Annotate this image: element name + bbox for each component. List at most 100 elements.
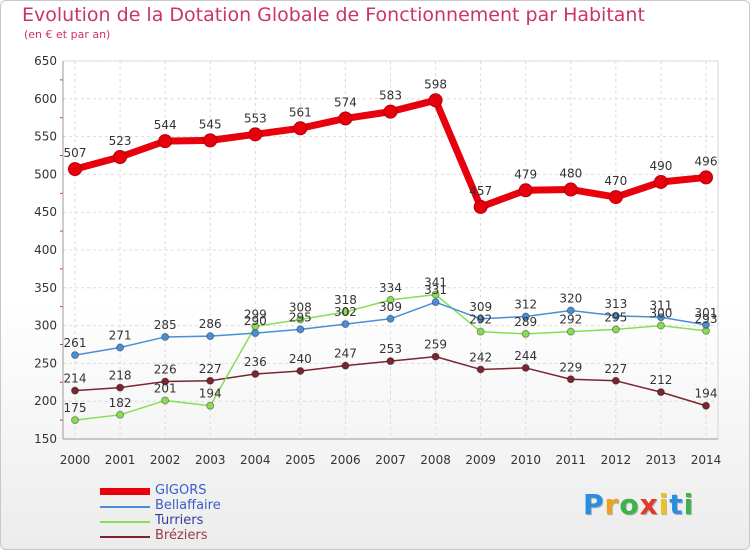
y-tick-label: 550 bbox=[34, 130, 57, 144]
data-point-gigors bbox=[563, 182, 578, 197]
data-label-brziers: 244 bbox=[514, 349, 537, 363]
y-tick-label: 150 bbox=[34, 432, 57, 446]
axes-layer: 150 200 250 300 350 400 450 500 550 600 650 2000 200… bbox=[34, 54, 721, 467]
data-point-bellaffaire bbox=[251, 329, 260, 338]
data-labels-layer: 214 218 226 227 236 240 247 253 259 242 244 229 227 2… bbox=[64, 77, 718, 415]
x-tick-label: 2014 bbox=[691, 453, 722, 467]
data-label-brziers: 259 bbox=[424, 338, 447, 352]
data-point-gigors bbox=[699, 170, 713, 185]
data-label-turriers: 292 bbox=[559, 313, 582, 327]
data-label-gigors: 545 bbox=[199, 117, 222, 131]
data-point-brziers bbox=[656, 388, 665, 397]
data-label-gigors: 574 bbox=[334, 95, 357, 109]
x-tick-label: 2000 bbox=[60, 453, 91, 467]
data-point-brziers bbox=[161, 377, 170, 386]
legend-label: Turriers bbox=[155, 513, 204, 528]
data-point-bellaffaire bbox=[431, 298, 440, 307]
data-point-turriers bbox=[656, 321, 665, 330]
data-label-turriers: 300 bbox=[649, 307, 672, 321]
data-label-brziers: 227 bbox=[199, 362, 222, 376]
data-point-bellaffaire bbox=[521, 312, 530, 321]
data-point-bellaffaire bbox=[341, 320, 350, 329]
logo-letter: o bbox=[619, 488, 640, 521]
data-label-turriers: 292 bbox=[469, 313, 492, 327]
data-point-gigors bbox=[68, 162, 82, 177]
legend-swatch bbox=[100, 536, 150, 538]
logo-letter: i bbox=[683, 488, 695, 521]
data-label-bellaffaire: 302 bbox=[334, 305, 357, 319]
x-tick-label: 2009 bbox=[465, 453, 496, 467]
data-label-bellaffaire: 309 bbox=[469, 300, 492, 314]
data-label-turriers: 182 bbox=[109, 396, 132, 410]
logo-letter: t bbox=[669, 488, 684, 521]
data-label-turriers: 295 bbox=[604, 310, 627, 324]
logo-letter: x bbox=[639, 488, 659, 521]
x-tick-label: 2008 bbox=[420, 453, 451, 467]
series-layer bbox=[68, 93, 713, 425]
data-point-gigors bbox=[608, 190, 623, 205]
y-tick-label: 300 bbox=[34, 319, 57, 333]
data-point-bellaffaire bbox=[71, 351, 79, 360]
data-point-brziers bbox=[71, 386, 79, 395]
data-label-gigors: 523 bbox=[109, 134, 132, 148]
data-label-brziers: 253 bbox=[379, 342, 402, 356]
grid-layer bbox=[62, 60, 719, 440]
y-tick-label: 450 bbox=[34, 205, 57, 219]
data-point-gigors bbox=[473, 199, 488, 214]
data-label-turriers: 308 bbox=[289, 301, 312, 315]
data-label-brziers: 247 bbox=[334, 347, 357, 361]
x-tick-label: 2005 bbox=[285, 453, 316, 467]
data-label-brziers: 212 bbox=[649, 373, 672, 387]
data-point-gigors bbox=[518, 183, 533, 198]
data-point-turriers bbox=[386, 295, 395, 304]
data-point-gigors bbox=[248, 127, 263, 142]
data-label-gigors: 507 bbox=[64, 146, 87, 160]
x-tick-label: 2006 bbox=[330, 453, 361, 467]
data-point-turriers bbox=[341, 307, 350, 316]
data-label-brziers: 229 bbox=[559, 360, 582, 374]
legend-label: Bellaffaire bbox=[155, 498, 221, 513]
data-label-bellaffaire: 295 bbox=[289, 310, 312, 324]
data-label-gigors: 561 bbox=[289, 105, 312, 119]
data-point-turriers bbox=[161, 396, 170, 405]
data-point-bellaffaire bbox=[566, 306, 575, 315]
x-tick-label: 2012 bbox=[601, 453, 632, 467]
data-label-gigors: 544 bbox=[154, 118, 177, 132]
data-label-turriers: 341 bbox=[424, 276, 447, 290]
data-label-gigors: 490 bbox=[649, 159, 672, 173]
data-label-bellaffaire: 290 bbox=[244, 314, 267, 328]
data-point-bellaffaire bbox=[611, 311, 620, 320]
data-point-turriers bbox=[206, 401, 215, 410]
data-label-bellaffaire: 331 bbox=[424, 283, 447, 297]
data-point-brziers bbox=[611, 376, 620, 385]
y-tick-label: 200 bbox=[34, 394, 57, 408]
y-tick-label: 350 bbox=[34, 281, 57, 295]
data-label-brziers: 240 bbox=[289, 352, 312, 366]
data-point-brziers bbox=[566, 375, 575, 384]
data-label-bellaffaire: 301 bbox=[695, 306, 718, 320]
y-tick-label: 600 bbox=[34, 92, 57, 106]
y-tick-label: 500 bbox=[34, 167, 57, 181]
logo-letter: r bbox=[604, 488, 620, 521]
proxiti-logo: Proxiti bbox=[583, 488, 694, 521]
data-point-bellaffaire bbox=[702, 320, 710, 329]
data-label-turriers: 299 bbox=[244, 307, 267, 321]
data-point-bellaffaire bbox=[656, 313, 665, 322]
chart-subtitle: (en € et par an) bbox=[24, 28, 111, 41]
data-point-turriers bbox=[611, 325, 620, 334]
data-point-brziers bbox=[386, 357, 395, 366]
data-label-brziers: 242 bbox=[469, 350, 492, 364]
data-point-brziers bbox=[431, 352, 440, 361]
data-label-brziers: 218 bbox=[109, 369, 132, 383]
data-point-gigors bbox=[203, 133, 218, 148]
data-label-brziers: 236 bbox=[244, 355, 267, 369]
x-tick-label: 2010 bbox=[510, 453, 541, 467]
data-point-bellaffaire bbox=[116, 343, 125, 352]
data-label-turriers: 201 bbox=[154, 381, 177, 395]
data-point-brziers bbox=[206, 376, 215, 385]
data-label-bellaffaire: 311 bbox=[649, 298, 672, 312]
data-point-brziers bbox=[251, 369, 260, 378]
data-point-bellaffaire bbox=[206, 332, 215, 341]
data-point-gigors bbox=[113, 150, 128, 165]
x-tick-label: 2002 bbox=[150, 453, 181, 467]
